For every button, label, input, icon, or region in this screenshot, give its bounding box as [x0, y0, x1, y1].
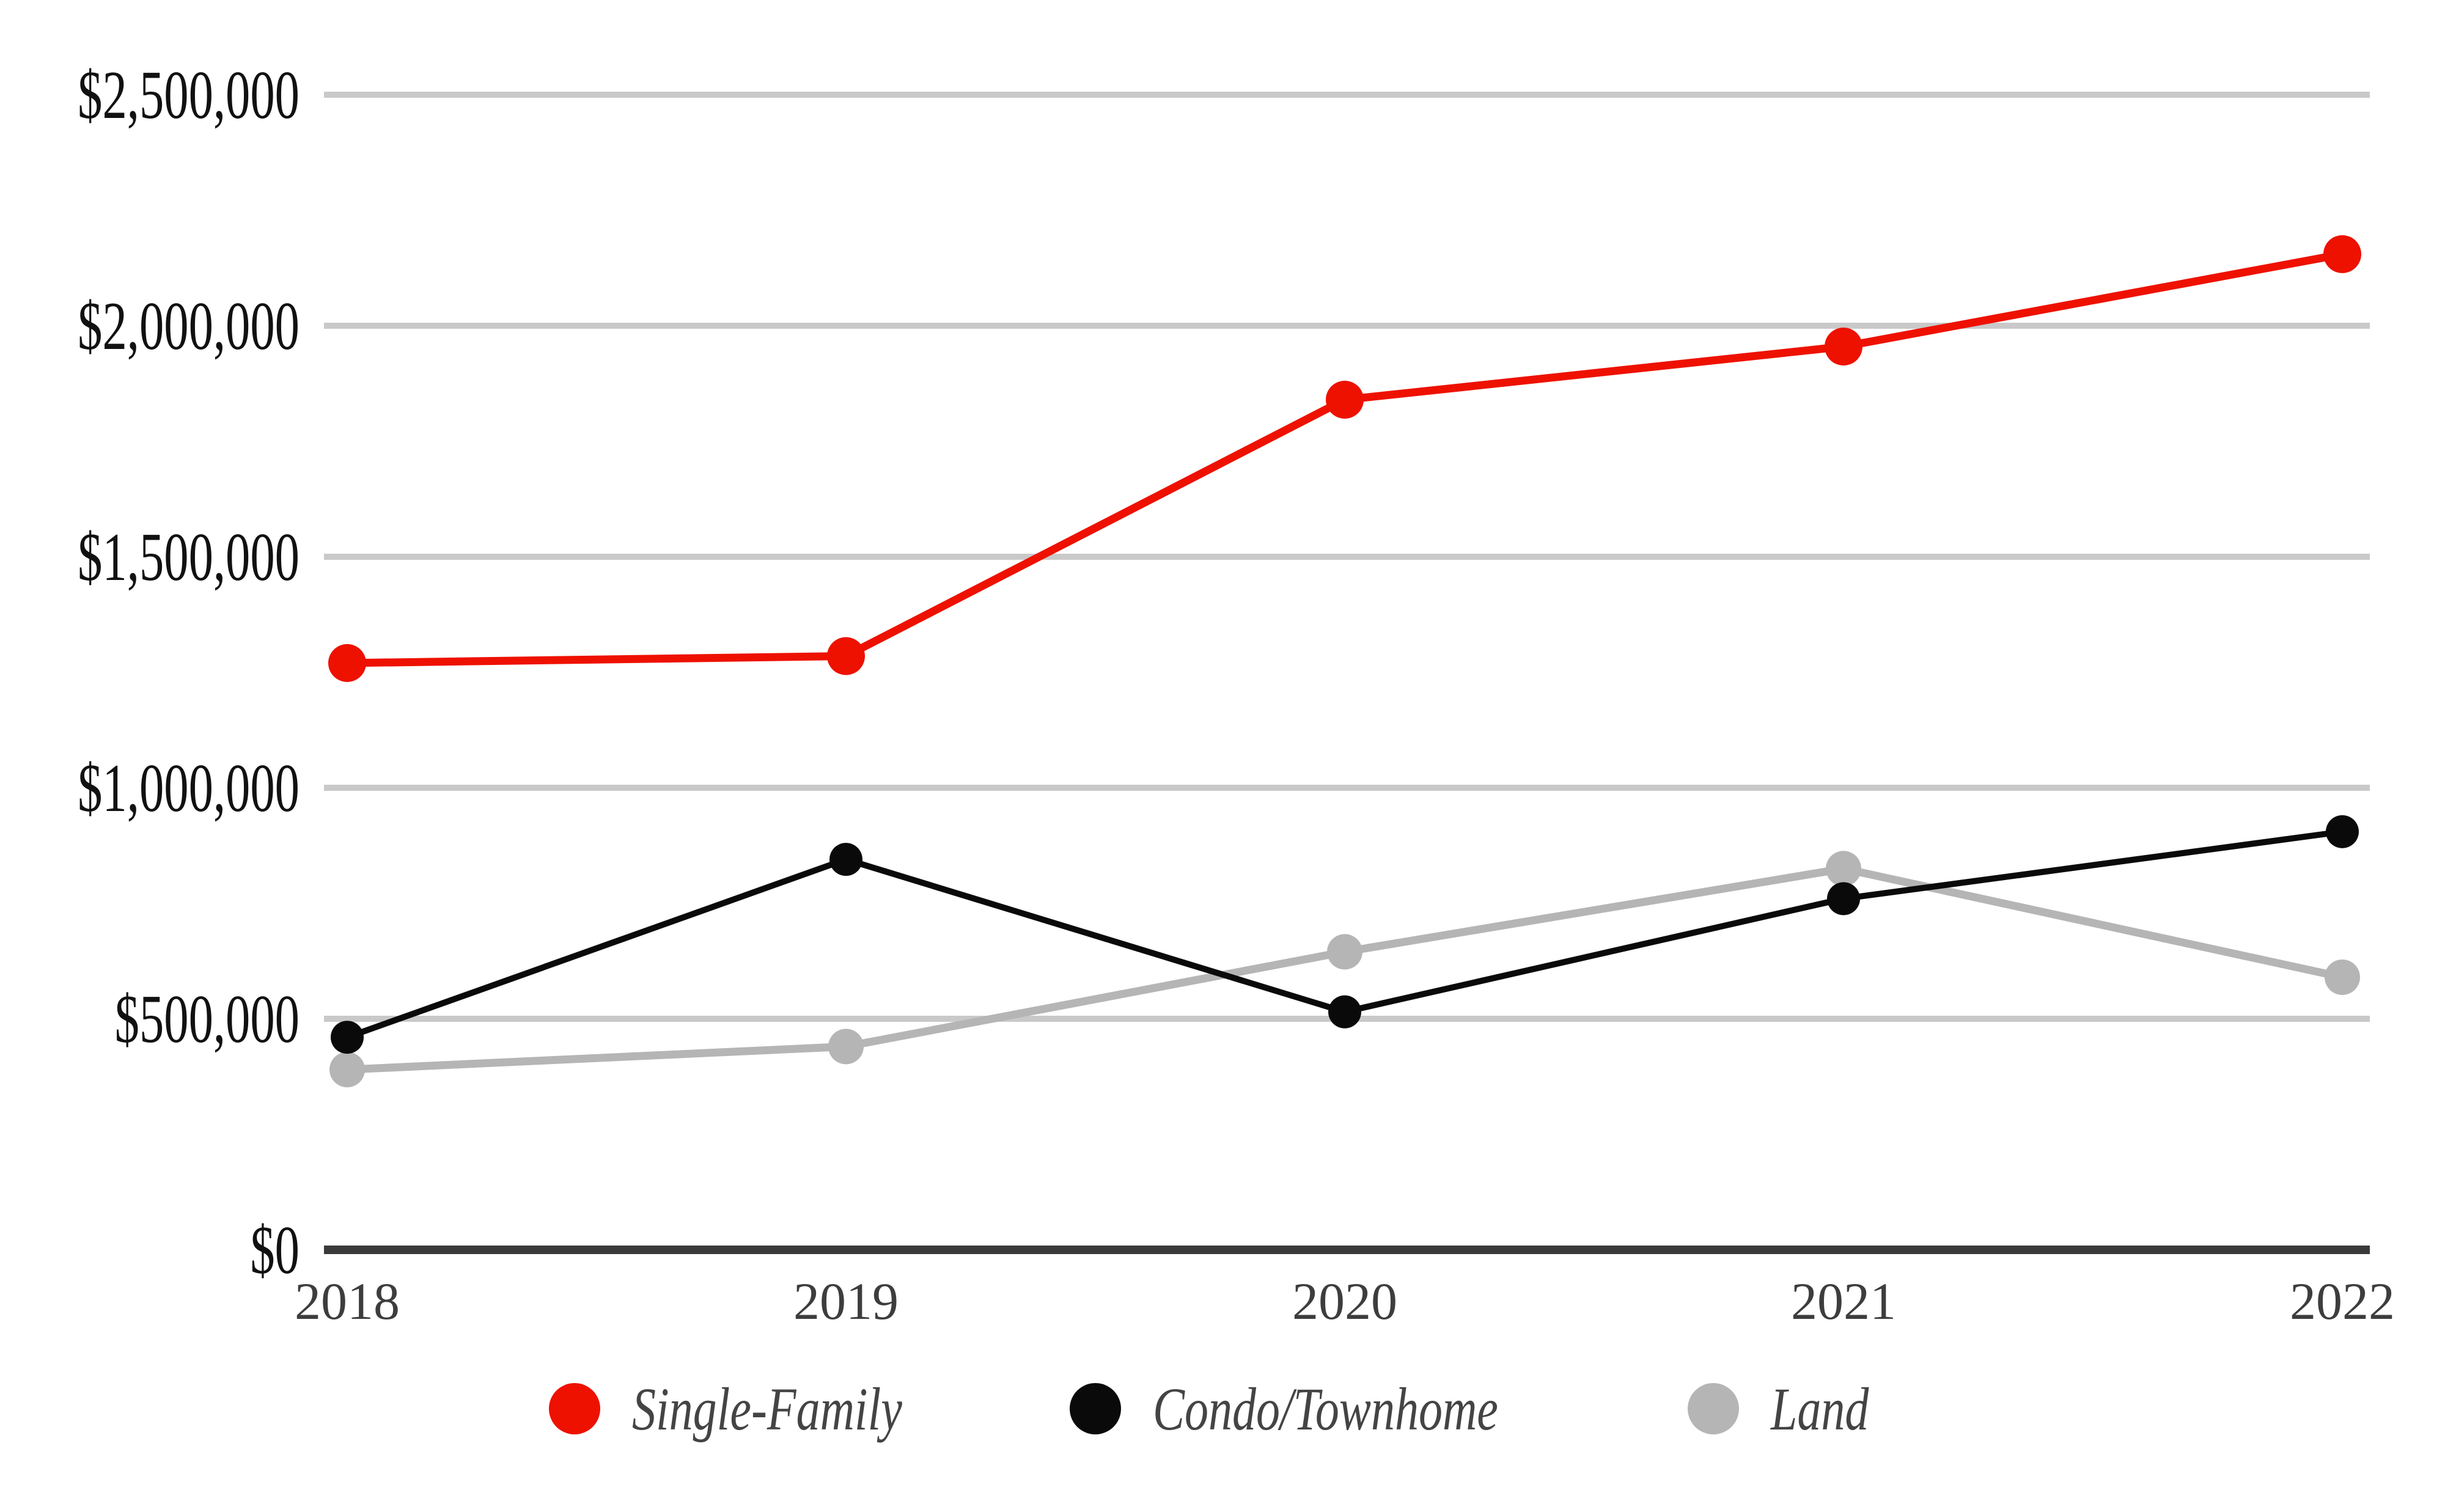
legend-label-land: Land — [1770, 1374, 1869, 1443]
legend-item-condo-townhome: Condo/Townhome — [1070, 1374, 1595, 1444]
data-point-condo-townhome-2021 — [1827, 882, 1860, 916]
data-point-single-family-2022 — [2323, 235, 2361, 273]
y-tick-label: $0 — [250, 1213, 300, 1288]
legend-item-land: Land — [1687, 1374, 1897, 1444]
legend-label-condo-townhome: Condo/Townhome — [1153, 1374, 1499, 1443]
data-point-condo-townhome-2019 — [829, 843, 862, 876]
x-tick-label: 2022 — [2290, 1272, 2395, 1330]
x-tick-label: 2018 — [295, 1272, 400, 1330]
data-point-single-family-2019 — [827, 637, 865, 675]
data-point-condo-townhome-2018 — [331, 1021, 364, 1054]
legend-item-single-family: Single-Family — [548, 1374, 979, 1444]
legend-marker-land-icon — [1687, 1383, 1739, 1434]
y-tick-label: $1,500,000 — [78, 519, 300, 595]
data-point-single-family-2020 — [1326, 380, 1364, 419]
data-point-condo-townhome-2020 — [1328, 995, 1361, 1029]
x-tick-label: 2021 — [1791, 1272, 1896, 1330]
y-tick-label: $2,500,000 — [78, 57, 300, 133]
series-line-single-family — [347, 250, 2344, 667]
data-point-land-2018 — [329, 1052, 365, 1088]
y-tick-label: $1,000,000 — [78, 750, 300, 826]
legend-marker-single-family-icon — [548, 1383, 600, 1434]
x-tick-label: 2020 — [1292, 1272, 1397, 1330]
y-tick-label: $2,000,000 — [78, 288, 300, 364]
x-tick-label: 2019 — [793, 1272, 899, 1330]
legend-label-single-family: Single-Family — [631, 1374, 902, 1443]
chart-legend: Single-Family Condo/Townhome Land — [0, 1369, 2445, 1448]
data-point-land-2022 — [2325, 959, 2360, 995]
data-point-single-family-2021 — [1825, 328, 1862, 366]
data-point-land-2021 — [1826, 851, 1861, 887]
data-point-land-2020 — [1327, 934, 1362, 970]
y-tick-label: $500,000 — [115, 982, 300, 1057]
data-point-land-2019 — [828, 1029, 864, 1065]
legend-marker-condo-townhome-icon — [1070, 1383, 1122, 1434]
data-point-single-family-2018 — [328, 644, 366, 682]
data-point-condo-townhome-2022 — [2326, 815, 2359, 848]
